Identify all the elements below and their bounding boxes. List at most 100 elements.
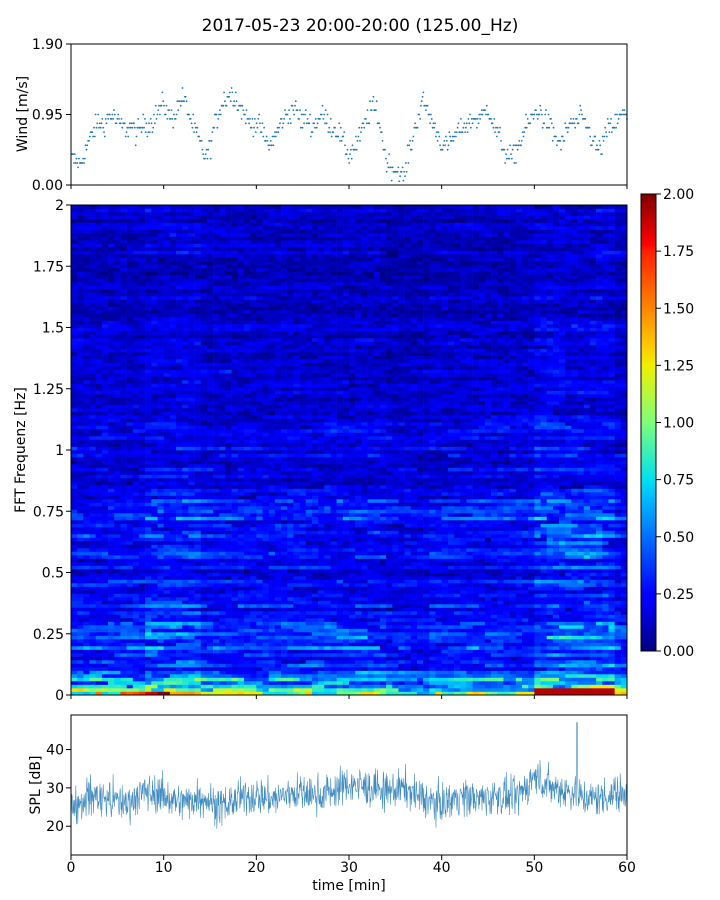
spectrogram-cell — [349, 667, 356, 671]
spectrogram-cell — [262, 635, 269, 640]
spectrogram-cell — [114, 684, 121, 689]
spectrogram-cell — [157, 558, 164, 563]
spectrogram-cell — [540, 653, 547, 657]
spectrogram-cell — [336, 670, 344, 675]
spectrogram-cell — [182, 667, 189, 671]
spectrogram-cell — [176, 558, 183, 563]
wind-point — [164, 113, 167, 116]
spectrogram-cell — [620, 607, 628, 612]
spectrogram-cell — [373, 604, 381, 608]
spectrogram-cell — [145, 590, 152, 594]
spectrogram-cell — [89, 681, 97, 685]
spectrogram-cell — [447, 621, 455, 626]
spectrogram-cell — [349, 600, 356, 605]
spectrogram-cell — [361, 572, 368, 577]
spectrogram-cell — [602, 569, 609, 573]
spectrogram-cell — [620, 635, 628, 640]
spectrogram-cell — [367, 625, 375, 629]
spectrogram-cell — [441, 579, 449, 584]
spectrogram-cell — [521, 558, 529, 563]
spectrogram-cell — [596, 670, 603, 675]
spectrogram-cell — [484, 548, 492, 552]
spectrogram-cell — [330, 611, 337, 615]
spectrogram-cell — [429, 614, 436, 619]
spectrogram-cell — [101, 555, 109, 559]
spectrogram-cell — [540, 541, 547, 545]
wind-point — [388, 153, 391, 156]
wind-point — [229, 100, 232, 103]
spectrogram-cell — [342, 611, 350, 615]
spectrogram-cell — [151, 537, 158, 542]
spectrogram-cell — [138, 558, 146, 563]
spectrogram-cell — [274, 583, 282, 587]
spectrogram-cell — [460, 537, 467, 542]
spectrogram-cell — [336, 625, 344, 629]
spectrogram-cell — [349, 583, 356, 587]
spectrogram-cell — [435, 691, 442, 696]
spectrogram-cell — [237, 663, 245, 668]
wind-point — [540, 113, 543, 116]
spectrogram-cell — [355, 590, 362, 594]
spectrogram-cell — [361, 544, 368, 549]
spectrogram-cell — [416, 544, 424, 549]
spectrogram-cell — [491, 562, 498, 566]
wind-point — [133, 122, 135, 125]
spectrogram-cell — [200, 607, 208, 612]
spectrogram-cell — [540, 530, 547, 535]
spectrogram-cell — [132, 667, 140, 671]
spectrogram-cell — [287, 597, 294, 601]
spectrogram-cell — [608, 583, 615, 587]
wind-point — [616, 113, 618, 116]
spectrogram-cell — [416, 530, 424, 535]
spectrogram-cell — [262, 600, 269, 605]
spectrogram-cell — [546, 646, 554, 650]
spectrogram-cell — [423, 677, 430, 682]
spectrogram-cell — [71, 674, 78, 678]
spectrogram-cell — [602, 551, 609, 556]
spectrogram-cell — [509, 681, 517, 685]
spectrogram-cell — [83, 674, 90, 678]
spectrogram-cell — [521, 688, 529, 692]
spectrogram-cell — [614, 593, 622, 598]
spectrogram-cell — [151, 569, 158, 573]
spectrogram-cell — [416, 565, 424, 570]
spectrogram-cell — [484, 660, 492, 664]
spectrogram-cell — [293, 688, 300, 692]
wind-point — [234, 91, 237, 94]
spectrogram-cell — [528, 534, 535, 538]
spectrogram-cell — [281, 579, 288, 584]
spectrogram-cell — [206, 670, 214, 675]
spectrogram-cell — [571, 604, 578, 608]
spectrogram-cell — [589, 586, 597, 591]
spectrogram-cell — [546, 576, 554, 580]
spectrogram-cell — [491, 569, 498, 573]
wind-point — [480, 113, 482, 116]
wind-points — [70, 87, 628, 183]
spectrogram-cell — [194, 649, 202, 654]
spectrogram-cell — [404, 649, 412, 654]
spectrogram-cell — [126, 604, 134, 608]
spectrogram-cell — [503, 677, 510, 682]
spectrogram-cell — [274, 569, 282, 573]
spectrogram-cell — [305, 593, 313, 598]
spectrogram-cell — [311, 667, 319, 671]
spectrogram-cell — [577, 611, 585, 615]
spectrogram-cell — [318, 681, 325, 685]
wind-point — [233, 100, 236, 103]
spectrogram-cell — [225, 597, 232, 601]
spectrogram-cell — [182, 684, 189, 689]
wind-point — [479, 118, 481, 120]
wind-point — [475, 118, 477, 120]
spectrogram-cell — [250, 579, 257, 584]
spectrogram-cell — [71, 635, 78, 640]
spectrogram-cell — [95, 537, 103, 542]
spectrogram-cell — [521, 642, 529, 647]
wind-point — [611, 131, 613, 134]
spectrogram-cell — [200, 670, 208, 675]
wind-point — [409, 140, 411, 142]
spectrogram-cell — [194, 593, 202, 598]
wind-point — [299, 126, 302, 129]
spectrogram-cell — [262, 656, 269, 661]
wind-point — [260, 131, 263, 134]
wind-point — [98, 126, 100, 129]
